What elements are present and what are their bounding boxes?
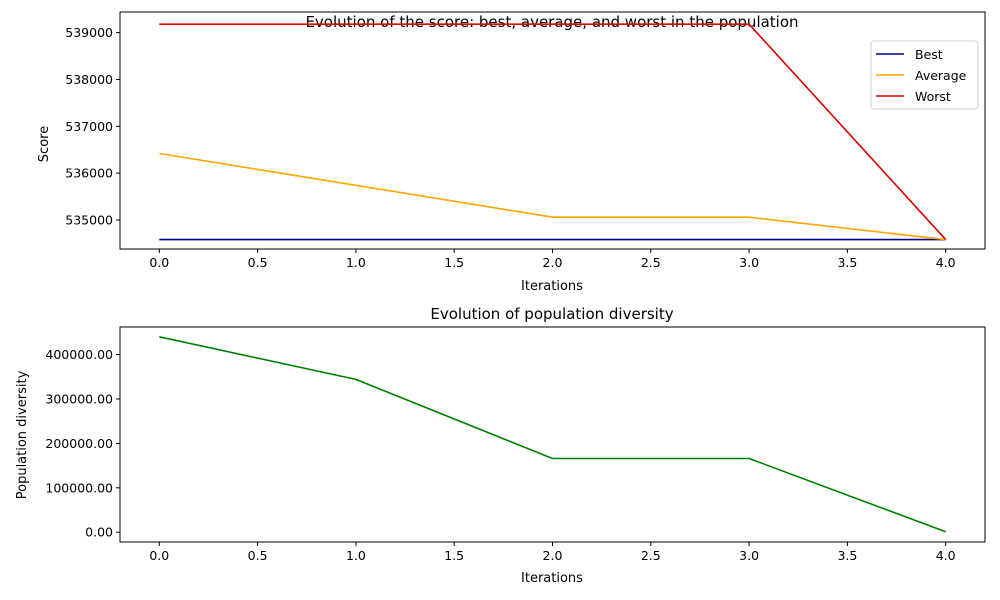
x-tick-label: 2.5: [641, 548, 661, 563]
score-plot-area: 0.0 0.5 1.0 1.5 2.0 2.5 3.0 3.5 4.0 535000 536000…: [65, 11, 986, 270]
x-tick-label: 3.0: [739, 548, 759, 563]
y-tick-label: 200000.00: [45, 436, 113, 451]
series-line-0: [159, 336, 946, 533]
x-tick-label: 2.5: [641, 255, 661, 270]
x-tick-label: 0.5: [248, 255, 268, 270]
y-tick-label: 100000.00: [45, 480, 113, 495]
plot-frame: [119, 11, 986, 250]
legend-box: [870, 40, 979, 110]
y-axis-label: Score: [37, 126, 52, 162]
legend-label-worst: Worst: [915, 89, 951, 104]
y-tick-label: 400000.00: [45, 347, 113, 362]
diversity-chart: Evolution of population diversity 0.0 0.5…: [15, 305, 986, 586]
x-tick-label: 1.0: [346, 255, 366, 270]
y-tick-label: 537000: [65, 119, 113, 134]
legend: Best Average Worst: [870, 40, 979, 110]
x-tick-label: 0.5: [248, 548, 268, 563]
x-tick-label: 2.0: [543, 548, 563, 563]
y-tick-label: 0.00: [85, 525, 113, 540]
x-tick-label: 3.5: [837, 255, 857, 270]
x-tick-label: 3.0: [739, 255, 759, 270]
y-tick-label: 536000: [65, 166, 113, 181]
x-axis-label: Iterations: [521, 279, 583, 294]
legend-label-best: Best: [915, 47, 943, 62]
series-line-worst: [159, 23, 947, 241]
x-axis-label: Iterations: [521, 571, 583, 586]
legend-label-average: Average: [915, 68, 967, 83]
plot-frame: [119, 326, 986, 543]
y-tick-label: 535000: [65, 212, 113, 227]
chart-title: Evolution of population diversity: [430, 305, 673, 323]
x-tick-label: 1.5: [444, 548, 464, 563]
diversity-plot-area: 0.0 0.5 1.0 1.5 2.0 2.5 3.0 3.5 4.0 0.00 100000.0…: [45, 326, 986, 563]
x-tick-label: 1.0: [346, 548, 366, 563]
score-chart: Evolution of the score: best, average, a…: [37, 11, 986, 294]
x-tick-label: 0.0: [149, 255, 169, 270]
x-tick-label: 1.5: [444, 255, 464, 270]
x-tick-label: 4.0: [936, 548, 956, 563]
x-tick-label: 4.0: [936, 255, 956, 270]
chart-title: Evolution of the score: best, average, a…: [305, 13, 798, 31]
y-axis-label: Population diversity: [15, 370, 30, 499]
y-tick-label: 539000: [65, 25, 113, 40]
y-tick-label: 300000.00: [45, 391, 113, 406]
x-tick-label: 0.0: [149, 548, 169, 563]
x-tick-label: 3.5: [837, 548, 857, 563]
y-tick-label: 538000: [65, 72, 113, 87]
x-tick-label: 2.0: [543, 255, 563, 270]
series-line-average: [159, 152, 946, 241]
